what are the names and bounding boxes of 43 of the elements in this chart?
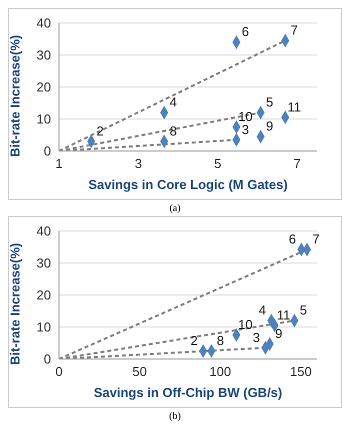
text: (a) bbox=[168, 203, 182, 214]
annotation: 3 bbox=[242, 122, 250, 137]
x-tick-label: 50 bbox=[132, 364, 147, 380]
y-tick-label: 40 bbox=[36, 224, 51, 239]
annotation: 7 bbox=[290, 22, 298, 38]
annotation: 4 bbox=[170, 94, 177, 110]
annotation: 5 bbox=[300, 302, 308, 318]
x-tick-label: 3 bbox=[134, 156, 142, 172]
y-tick-label: 20 bbox=[36, 288, 51, 303]
x-tick-label: 0 bbox=[55, 364, 63, 380]
annotation: 5 bbox=[266, 94, 274, 110]
y-tick-label: 10 bbox=[36, 320, 51, 335]
y-tick-label: 30 bbox=[36, 256, 51, 271]
annotation: 4 bbox=[258, 302, 266, 318]
y-axis-title: Bit-rate Increase(%) bbox=[8, 34, 23, 157]
annotation: 11 bbox=[287, 99, 301, 114]
x-tick-label: 5 bbox=[214, 156, 222, 172]
annotation: 3 bbox=[252, 330, 260, 345]
x-tick-label: 7 bbox=[294, 156, 301, 172]
annotation: 2 bbox=[190, 333, 198, 348]
x-tick-label: 1 bbox=[55, 156, 63, 172]
annotation: 10 bbox=[238, 317, 253, 332]
y-axis-title: Bit-rate Increase(%) bbox=[8, 242, 23, 365]
annotation: 8 bbox=[170, 123, 177, 138]
x-tick-label: 150 bbox=[290, 364, 312, 380]
x-axis-title: Savings in Off-Chip BW (GB/s) bbox=[94, 385, 282, 400]
annotation: 9 bbox=[266, 118, 274, 134]
annotation: 10 bbox=[238, 109, 253, 124]
annotation: 9 bbox=[275, 326, 282, 341]
x-axis-title: Savings in Core Logic (M Gates) bbox=[88, 177, 288, 192]
y-tick-label: 0 bbox=[44, 144, 51, 159]
annotation: 6 bbox=[288, 232, 296, 247]
y-tick-label: 30 bbox=[36, 48, 51, 63]
annotation: 6 bbox=[242, 24, 250, 40]
y-tick-label: 0 bbox=[44, 352, 51, 367]
x-tick-label: 100 bbox=[209, 364, 232, 380]
y-tick-label: 10 bbox=[36, 112, 51, 127]
text: (b) bbox=[168, 411, 182, 422]
y-tick-label: 20 bbox=[36, 80, 51, 95]
annotation: 8 bbox=[216, 333, 224, 348]
annotation: 7 bbox=[312, 232, 320, 247]
y-tick-label: 40 bbox=[36, 16, 51, 31]
annotation: 11 bbox=[276, 307, 290, 322]
